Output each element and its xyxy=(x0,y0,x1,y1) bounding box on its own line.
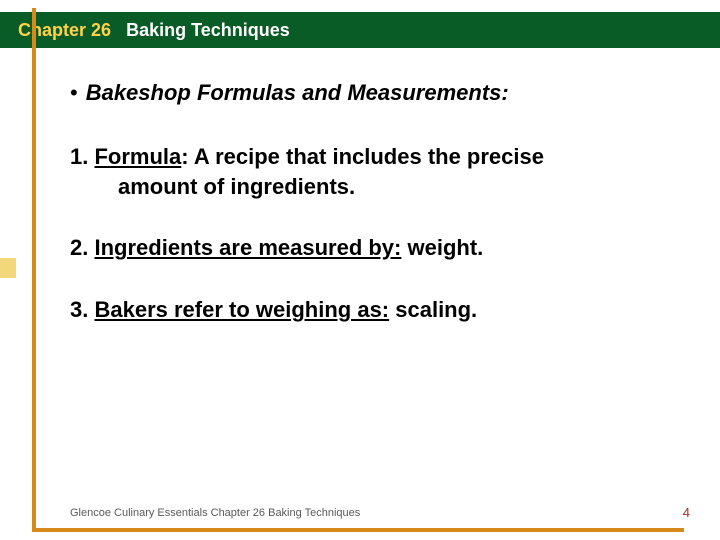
slide-footer: Glencoe Culinary Essentials Chapter 26 B… xyxy=(70,505,690,520)
list-item: 3. Bakers refer to weighing as: scaling. xyxy=(70,295,670,325)
slide-tab-nub xyxy=(0,258,16,278)
footer-text: Glencoe Culinary Essentials Chapter 26 B… xyxy=(70,507,360,519)
chapter-title xyxy=(116,20,126,40)
page-number: 4 xyxy=(683,505,690,520)
accent-bar-top xyxy=(32,8,36,52)
item-text: : A recipe that includes the precise xyxy=(181,144,544,169)
item-term: Formula xyxy=(94,144,181,169)
item-term: Ingredients are measured by: xyxy=(94,235,401,260)
item-number: 2. xyxy=(70,235,88,260)
list-item: 1. Formula: A recipe that includes the p… xyxy=(70,142,670,201)
item-text-line2: amount of ingredients. xyxy=(70,172,670,202)
header-text: Chapter 26 Baking Techniques xyxy=(0,20,290,41)
chapter-title-text: Baking Techniques xyxy=(126,20,290,40)
section-title: Bakeshop Formulas and Measurements: xyxy=(86,80,509,106)
bullet-icon: • xyxy=(70,80,78,106)
slide-content: • Bakeshop Formulas and Measurements: 1.… xyxy=(70,80,670,357)
accent-bar-bottom xyxy=(32,528,684,532)
slide-header: Chapter 26 Baking Techniques xyxy=(0,12,720,48)
item-number: 3. xyxy=(70,297,88,322)
item-term: Bakers refer to weighing as: xyxy=(94,297,389,322)
item-text: scaling. xyxy=(389,297,477,322)
accent-bar-left xyxy=(32,48,36,532)
item-number: 1. xyxy=(70,144,88,169)
item-text: weight. xyxy=(401,235,483,260)
list-item: 2. Ingredients are measured by: weight. xyxy=(70,233,670,263)
section-heading-row: • Bakeshop Formulas and Measurements: xyxy=(70,80,670,142)
